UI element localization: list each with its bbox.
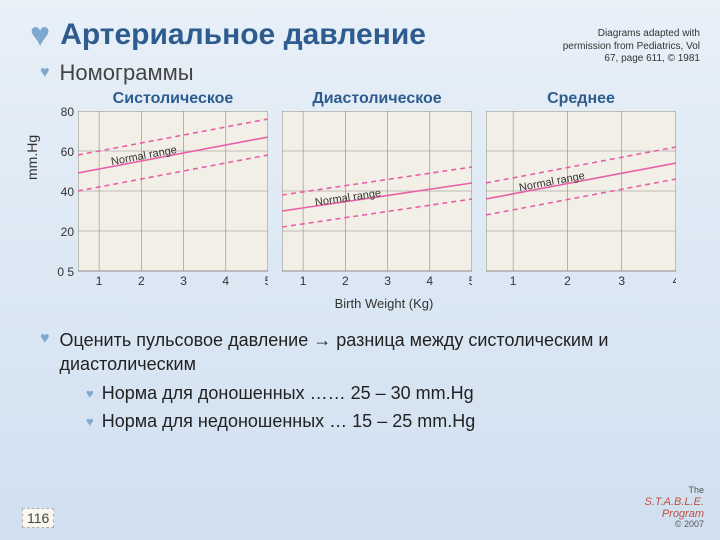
panel-title: Систолическое [78, 90, 268, 108]
body-sub2: Норма для недоношенных … 15 – 25 mm.Hg [102, 409, 476, 433]
bullet-icon: ♥ [40, 64, 50, 82]
chart-panel: Среднее1234Normal range [486, 90, 676, 291]
page-number: 116 [22, 508, 54, 528]
svg-text:1: 1 [510, 274, 517, 288]
svg-text:3: 3 [180, 274, 187, 288]
y-tick: 40 [50, 185, 74, 199]
svg-text:4: 4 [426, 274, 433, 288]
svg-text:3: 3 [618, 274, 625, 288]
citation-text: Diagrams adapted with permission from Pe… [560, 28, 700, 66]
y-tick: 0 5 [50, 265, 74, 279]
svg-text:2: 2 [342, 274, 349, 288]
panel-title: Диастолическое [282, 90, 472, 108]
svg-text:1: 1 [96, 274, 103, 288]
svg-text:4: 4 [673, 274, 676, 288]
bullet-icon: ♥ [86, 385, 94, 403]
y-axis-label: mm.Hg [24, 135, 40, 180]
bullet-icon: ♥ [86, 413, 94, 431]
y-ticks: 806040200 5 [50, 112, 74, 272]
logo: The S.T.A.B.L.E. Program © 2007 [644, 486, 704, 530]
svg-text:2: 2 [564, 274, 571, 288]
svg-text:1: 1 [300, 274, 307, 288]
section-title: Номограммы [60, 60, 194, 86]
x-axis-label: Birth Weight (Kg) [78, 296, 690, 311]
y-tick: 80 [50, 105, 74, 119]
svg-text:4: 4 [222, 274, 229, 288]
svg-text:3: 3 [384, 274, 391, 288]
chart-panel: Систолическое12345Normal range [78, 90, 268, 291]
body-sub1: Норма для доношенных …… 25 – 30 mm.Hg [102, 381, 474, 405]
y-tick: 20 [50, 225, 74, 239]
bullet-icon: ♥ [40, 328, 50, 350]
body-text: ♥ Оценить пульсовое давление → разница м… [0, 320, 720, 433]
svg-text:5: 5 [265, 274, 268, 288]
y-tick: 60 [50, 145, 74, 159]
chart-panel: Диастолическое12345Normal range [282, 90, 472, 291]
svg-text:2: 2 [138, 274, 145, 288]
body-line: Оценить пульсовое давление → разница меж… [60, 328, 691, 377]
panel-title: Среднее [486, 90, 676, 108]
page-title: Артериальное давление [60, 18, 426, 52]
svg-text:5: 5 [469, 274, 472, 288]
charts-container: mm.Hg 806040200 5 Систолическое12345Norm… [30, 90, 690, 320]
heart-icon: ♥ [30, 18, 50, 52]
